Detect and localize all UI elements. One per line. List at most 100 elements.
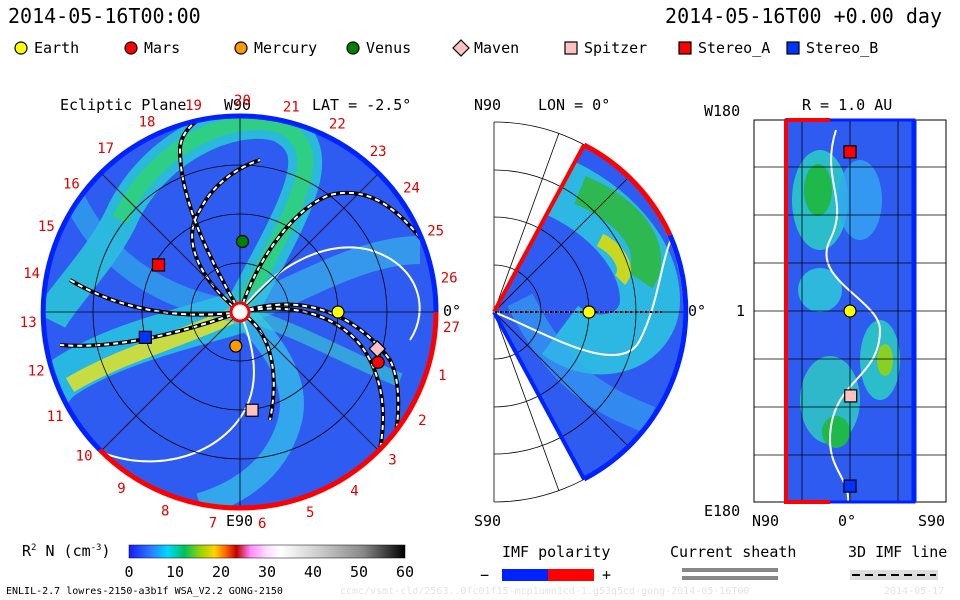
carrington-label: 25 <box>427 223 444 239</box>
imf-plus: + <box>602 566 612 584</box>
legend-label: Stereo_A <box>698 39 771 57</box>
carrington-label: 8 <box>161 503 169 519</box>
meridional-bottom-label: S90 <box>474 512 502 530</box>
carrington-label: 21 <box>283 99 300 115</box>
imf-minus: − <box>480 566 490 584</box>
map-x-label-zero: 0° <box>838 512 857 530</box>
carrington-label: 5 <box>306 505 314 521</box>
carrington-label: 10 <box>76 449 93 465</box>
carrington-label: 18 <box>139 114 156 130</box>
sheath-swatch-1 <box>682 568 778 572</box>
legend-item-spitzer: Spitzer <box>562 38 647 58</box>
legend-label: Mercury <box>254 39 318 57</box>
ecliptic-top-label: W90 <box>224 96 252 114</box>
spitzer-ecliptic-marker <box>245 403 259 417</box>
earth-ecliptic-marker <box>331 305 345 319</box>
map-middle-label: 1 <box>736 302 746 320</box>
carrington-label: 6 <box>258 516 266 532</box>
meridional-right-label: 0° <box>688 302 707 320</box>
stereo_a-ecliptic-marker <box>151 258 166 272</box>
colorbar-tick-label: 20 <box>212 563 230 581</box>
current-sheath-title: Current sheath <box>670 543 797 561</box>
earth-meridional-marker <box>582 305 596 319</box>
ecliptic-polarity-ring-pos <box>239 311 439 511</box>
map-top-label: W180 <box>704 102 741 120</box>
meridional-body-markers <box>582 305 596 319</box>
carrington-label: 15 <box>38 219 55 235</box>
colorbar-tick-label: 0 <box>124 563 133 581</box>
map-x-label-south: S90 <box>918 512 946 530</box>
maven-ecliptic-marker <box>368 339 387 358</box>
ecliptic-polarity-ring-neg <box>239 113 439 313</box>
carrington-label: 20 <box>234 93 251 109</box>
stereo_b-map-marker <box>843 479 857 493</box>
carrington-label: 9 <box>117 481 125 497</box>
carrington-label: 2 <box>418 413 426 429</box>
imf-negative-swatch <box>502 569 548 581</box>
maven-legend-icon <box>452 39 470 57</box>
earth-legend-icon <box>14 41 28 55</box>
carrington-label: 16 <box>63 176 80 192</box>
ecliptic-right-label: 0° <box>443 302 462 320</box>
legend-label: Venus <box>366 39 412 57</box>
colorbar-tick-label: 40 <box>304 563 322 581</box>
legend-item-stereo_a: Stereo_A <box>676 38 770 58</box>
map-body-markers <box>843 145 858 493</box>
carrington-label: 24 <box>403 180 420 196</box>
colorbar-tick-label: 30 <box>258 563 276 581</box>
spitzer-map-marker <box>844 389 858 403</box>
colorbar-ticks: 0 10 20 30 40 50 60 <box>124 563 414 581</box>
watermark-footer: ccmc/vsmt-cld/2563..0fc01f15-mcp1umn1cd-… <box>340 586 750 597</box>
imf-polarity-title: IMF polarity <box>502 543 611 561</box>
sun-marker <box>229 301 251 323</box>
colorbar-tick-label: 10 <box>166 563 184 581</box>
carrington-label: 7 <box>209 515 217 531</box>
stereo_a-legend-icon <box>678 41 692 55</box>
legend-item-stereo_b: Stereo_B <box>784 38 878 58</box>
ecliptic-body-markers <box>138 234 387 417</box>
carrington-label: 17 <box>97 141 114 157</box>
carrington-label: 14 <box>23 266 40 282</box>
colorbar-gradient <box>128 544 406 559</box>
legend-label: Stereo_B <box>806 39 879 57</box>
colorbar-tick-label: 60 <box>396 563 414 581</box>
ecliptic-lat-label: LAT = -2.5° <box>312 96 412 114</box>
imf-positive-swatch <box>548 569 594 581</box>
sheath-swatch-2 <box>682 576 778 580</box>
stereo_a-map-marker <box>843 145 857 159</box>
carrington-label: 1 <box>438 368 446 384</box>
legend-item-mars: Mars <box>122 38 180 58</box>
ecliptic-title: Ecliptic Plane <box>60 96 187 114</box>
mars-ecliptic-marker <box>371 355 385 369</box>
legend-label: Earth <box>34 39 80 57</box>
legend-label: Spitzer <box>584 39 648 57</box>
carrington-label: 12 <box>28 363 45 379</box>
carrington-label: 13 <box>20 315 37 331</box>
model-footer: ENLIL-2.7 lowres-2150-a3b1f WSA_V2.2 GON… <box>6 586 283 597</box>
legend-item-earth: Earth <box>12 38 79 58</box>
legend-item-maven: Maven <box>452 38 519 58</box>
meridional-top-label: N90 <box>474 96 502 114</box>
carrington-label: 22 <box>329 117 346 133</box>
ecliptic-bottom-label: E90 <box>226 512 254 530</box>
colorbar-label: R2 N (cm-3) <box>22 542 111 560</box>
spitzer-legend-icon <box>564 41 578 55</box>
venus-legend-icon <box>346 41 360 55</box>
meridional-lon-label: LON = 0° <box>538 96 611 114</box>
carrington-label: 23 <box>370 144 387 160</box>
carrington-label: 27 <box>443 320 460 336</box>
carrington-label: 11 <box>47 409 64 425</box>
mercury-ecliptic-marker <box>229 339 243 353</box>
carrington-label: 26 <box>441 271 458 287</box>
carrington-label: 19 <box>185 98 202 114</box>
legend-label: Maven <box>474 39 520 57</box>
mercury-legend-icon <box>234 41 248 55</box>
mars-legend-icon <box>124 41 138 55</box>
right-timestamp: 2014-05-16T00 +0.00 day <box>665 4 942 28</box>
stereo_b-ecliptic-marker <box>138 330 152 344</box>
legend-label: Mars <box>144 39 181 57</box>
map-r-label: R = 1.0 AU <box>802 96 893 114</box>
imf3d-title: 3D IMF line <box>848 543 948 561</box>
